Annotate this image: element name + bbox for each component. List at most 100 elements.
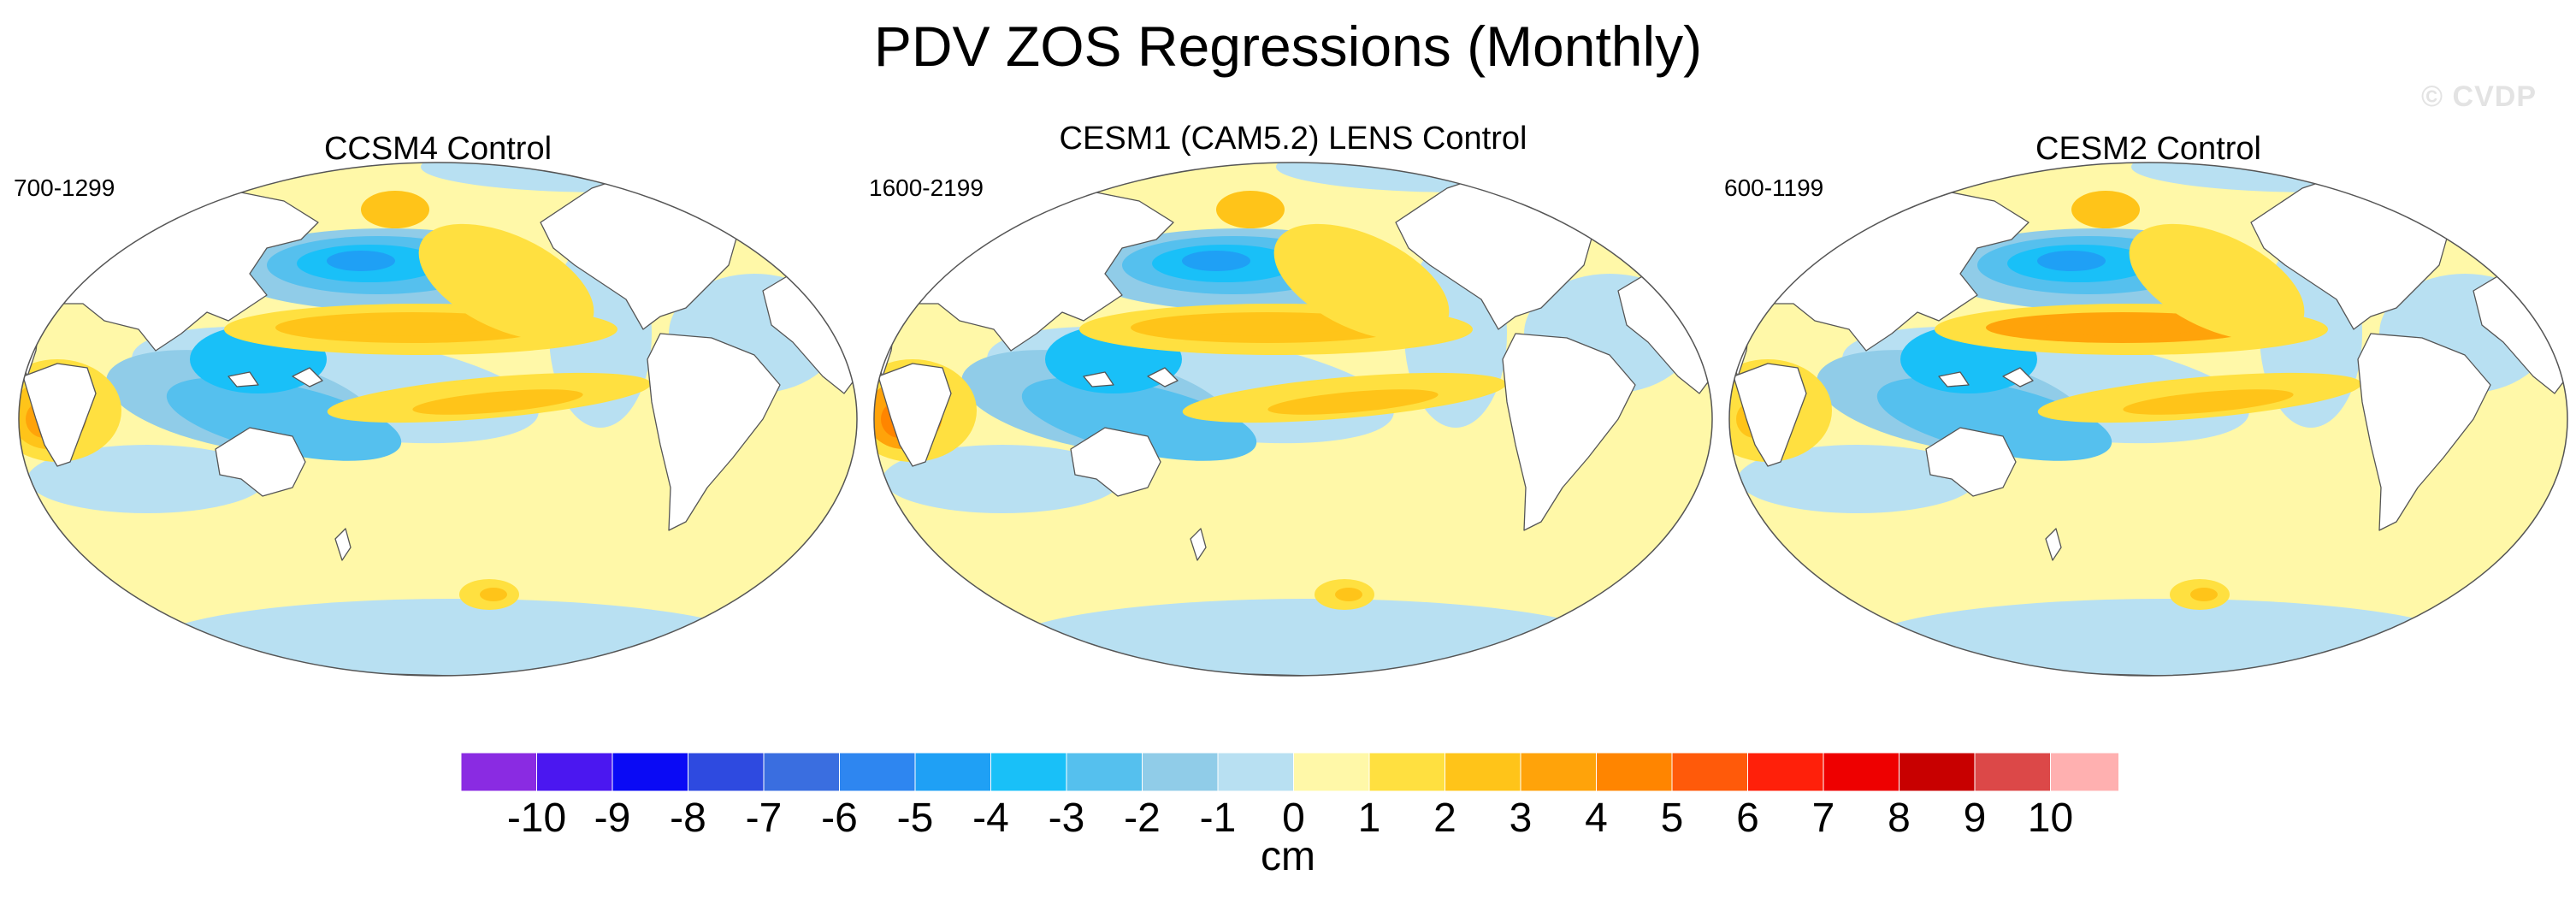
panel-title: CESM2 Control: [2035, 131, 2261, 167]
land-greenland: [2473, 163, 2543, 228]
colorbar-tick-label: -1: [1200, 795, 1237, 837]
contour-neg-maritime: [1021, 377, 1257, 461]
colorbar-tick-label: 4: [1585, 795, 1608, 837]
colorbar-box: [1066, 752, 1143, 792]
land-south-america: [1502, 333, 1636, 531]
map-field: [874, 163, 1712, 676]
land-greenland: [1617, 163, 1687, 228]
colorbar-box: [1899, 752, 1976, 792]
contour-pos-ne-pacific: [2129, 223, 2305, 341]
map-outline: [1728, 162, 2568, 677]
land-new-zealand: [2045, 528, 2062, 561]
map-panel-cesm2: CESM2 Control 600-1199: [1721, 120, 2576, 701]
colorbar-tick-label: -8: [670, 795, 706, 837]
contour-pos-kuroshio: [361, 191, 429, 228]
land-borneo: [1938, 371, 1970, 387]
colorbar-tick-label: -4: [972, 795, 1009, 837]
panel-title: CESM1 (CAM5.2) LENS Control: [1059, 121, 1527, 157]
colorbar-tick-label: 7: [1812, 795, 1835, 837]
map-ccsm4: [18, 162, 858, 677]
land-australia: [1070, 427, 1161, 497]
contour-pos-southern-eddy: [1335, 588, 1362, 601]
colorbar-box: [763, 752, 840, 792]
map-field: [1729, 163, 2567, 676]
colorbar-tick-label: -3: [1049, 795, 1085, 837]
colorbar-tick-label: 2: [1433, 795, 1456, 837]
map-outline: [18, 162, 858, 677]
contour-pos-eq-pacific: [335, 319, 489, 336]
colorbar-tick-label: 3: [1510, 795, 1533, 837]
colorbar-tick-label: 6: [1736, 795, 1759, 837]
colorbar-box: [612, 752, 688, 792]
colorbar-box: [2050, 752, 2118, 792]
land-new-guinea: [2002, 367, 2034, 387]
land-borneo: [1083, 371, 1114, 387]
contour-pos-ne-pacific: [418, 223, 594, 341]
colorbar-tick-label: -6: [821, 795, 858, 837]
colorbar-tick-label: 10: [2028, 795, 2073, 837]
colorbar-box: [536, 752, 613, 792]
colorbar-tick-label: -2: [1124, 795, 1161, 837]
land-australia: [1925, 427, 2017, 497]
colorbar-units: cm: [1261, 834, 1315, 879]
colorbar-box: [688, 752, 765, 792]
land-borneo: [227, 371, 259, 387]
contour-pos-southern-eddy: [2190, 588, 2218, 601]
land-greenland: [762, 163, 832, 228]
colorbar-tick-label: 9: [1964, 795, 1987, 837]
contour-neg-nw-pacific: [327, 251, 395, 271]
map-field: [19, 163, 857, 676]
land-africa: [1733, 363, 1807, 467]
contour-pos-kuroshio: [1216, 191, 1285, 228]
contour-pos-eq-pacific: [1191, 319, 1344, 336]
colorbar-box: [839, 752, 916, 792]
contour-neg-south-indian: [883, 445, 1122, 513]
colorbar-box: [990, 752, 1067, 792]
colorbar-tick-label: -9: [594, 795, 631, 837]
colorbar-box: [1142, 752, 1219, 792]
panel-period: 1600-2199: [869, 174, 984, 201]
land-south-america: [2357, 333, 2491, 531]
land-new-zealand: [334, 528, 352, 561]
contour-neg-south-indian: [1738, 445, 1977, 513]
land-new-guinea: [292, 367, 323, 387]
land-africa: [877, 363, 952, 467]
map-cesm2: [1728, 162, 2568, 677]
contour-pos-ne-pacific: [1273, 223, 1450, 341]
map-cesm1: [873, 162, 1713, 677]
colorbar-box: [1596, 752, 1673, 792]
colorbar-tick-label: -7: [746, 795, 783, 837]
contour-neg-maritime: [1876, 377, 2112, 461]
colorbar-box: [1747, 752, 1824, 792]
land-south-america: [647, 333, 781, 531]
land-new-guinea: [1147, 367, 1179, 387]
colorbar: -10 -9 -8 -7 -6 -5 -4 -3 -2 -1 0 1 2 3 4 5 6 7 8 9 10: [460, 752, 2118, 837]
contour-pos-south-pacific: [1267, 389, 1439, 415]
colorbar-tick-label: 1: [1358, 795, 1381, 837]
colorbar-box: [1445, 752, 1521, 792]
contour-pos-kuroshio: [2071, 191, 2140, 228]
map-panel-cesm1: CESM1 (CAM5.2) LENS Control 1600-2199: [866, 120, 1721, 701]
contour-pos-south-pacific: [2123, 389, 2294, 415]
contour-neg-maritime: [166, 377, 402, 461]
colorbar-box: [1217, 752, 1294, 792]
colorbar-box: [1823, 752, 1900, 792]
panel-period: 600-1199: [1724, 174, 1824, 201]
colorbar-box: [914, 752, 991, 792]
figure-title: PDV ZOS Regressions (Monthly): [873, 15, 1703, 78]
colorbar-tick-label: 8: [1888, 795, 1911, 837]
map-outline: [873, 162, 1713, 677]
colorbar-box: [1671, 752, 1748, 792]
colorbar-box: [1368, 752, 1445, 792]
contour-pos-eq-pacific: [2046, 319, 2200, 336]
land-new-zealand: [1190, 528, 1207, 561]
colorbar-box: [1293, 752, 1370, 792]
contour-neg-nw-pacific: [1182, 251, 1250, 271]
colorbar-box: [1974, 752, 2051, 792]
panel-period: 700-1299: [14, 174, 115, 201]
cvdp-watermark: © CVDP: [2421, 80, 2537, 113]
colorbar-tick-label: -10: [507, 795, 566, 837]
colorbar-tick-label: -5: [897, 795, 934, 837]
panel-title: CCSM4 Control: [323, 131, 552, 167]
colorbar-tick-label: 0: [1282, 795, 1305, 837]
